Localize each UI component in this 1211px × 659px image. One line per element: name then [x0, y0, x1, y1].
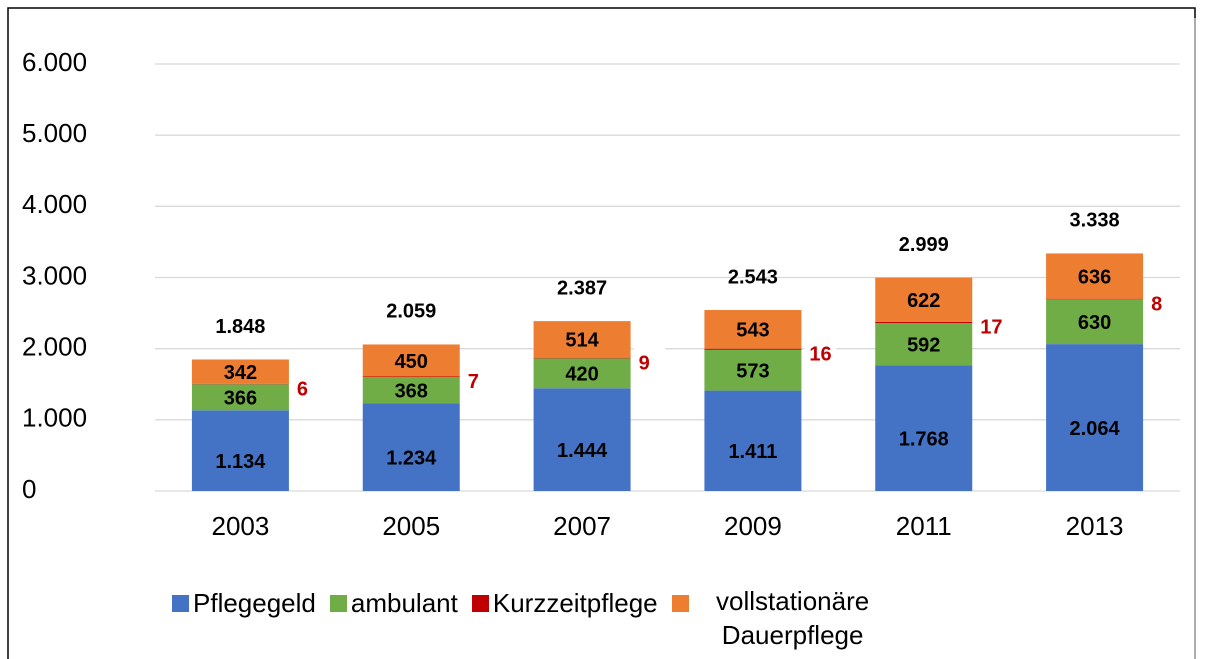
bar-segment: [704, 349, 802, 391]
data-label: 366: [224, 388, 257, 410]
bar-segment: [362, 376, 460, 404]
y-tick-label: 6.000: [22, 47, 87, 77]
legend-label: ambulant: [350, 588, 458, 618]
legend-label: Pflegegeld: [193, 588, 316, 618]
y-tick-label: 5.000: [22, 118, 87, 148]
data-label: 9: [639, 352, 650, 374]
bar-segment: [704, 348, 802, 350]
label-bg: [975, 308, 1008, 337]
y-tick-label: 0: [22, 474, 36, 504]
legend-swatch: [671, 595, 689, 612]
legend-label: vollstationäre Dauerpflege: [716, 586, 870, 650]
legend-swatch: [329, 595, 347, 612]
data-label: 543: [736, 320, 769, 342]
legend-swatch: [471, 595, 489, 612]
data-label: 17: [980, 317, 1002, 339]
data-label: 16: [809, 344, 831, 366]
data-label: 1.768: [899, 428, 949, 450]
data-label: 1.134: [215, 451, 266, 473]
legend-item: ambulant: [329, 588, 458, 652]
bar-segment: [875, 365, 973, 491]
total-label: 2.059: [386, 301, 436, 323]
data-label: 8: [1151, 293, 1162, 315]
data-label: 1.411: [728, 441, 777, 463]
data-label: 368: [395, 380, 428, 402]
data-label: 6: [297, 378, 308, 400]
total-label: 2.387: [557, 277, 607, 299]
x-tick-label: 2013: [1066, 511, 1124, 541]
bar-segment: [533, 321, 631, 358]
bar-segment: [191, 384, 289, 411]
x-tick-label: 2011: [896, 511, 952, 541]
data-label: 630: [1078, 312, 1111, 334]
bar-segment: [875, 277, 973, 322]
x-tick-label: 2009: [724, 511, 782, 541]
y-tick-label: 1.000: [22, 403, 87, 433]
x-tick-label: 2003: [211, 511, 269, 541]
bar-segment: [191, 359, 289, 384]
bar-segment: [875, 321, 973, 324]
legend-swatch: [172, 595, 189, 612]
total-label: 3.338: [1070, 210, 1120, 232]
legend: Pflegegeld ambulant Kurzzeitpflege vollstat…: [172, 586, 907, 652]
bar-segment: [1046, 344, 1144, 491]
label-bg: [804, 335, 837, 364]
data-label: 420: [565, 364, 598, 386]
data-label: 636: [1078, 266, 1111, 288]
data-label: 1.444: [557, 440, 608, 462]
bar-segment: [533, 357, 631, 359]
data-label: 514: [565, 330, 599, 352]
y-tick-label: 4.000: [22, 189, 87, 219]
bar-segment: [704, 390, 802, 491]
bar-segment: [704, 310, 802, 349]
data-label: 342: [224, 362, 257, 384]
legend-item: Kurzzeitpflege: [471, 588, 658, 652]
label-bg: [633, 344, 666, 373]
data-label: 450: [395, 351, 428, 373]
label-bg: [462, 362, 495, 391]
label-bg: [1146, 284, 1179, 313]
legend-item: vollstationäre Dauerpflege: [671, 586, 893, 652]
y-tick-label: 2.000: [22, 332, 87, 362]
bar-segment: [362, 403, 460, 491]
bar-segment: [191, 410, 289, 491]
y-tick-label: 3.000: [22, 260, 87, 290]
data-label: 592: [907, 334, 940, 356]
data-label: 622: [907, 290, 940, 312]
x-tick-label: 2005: [382, 511, 440, 541]
bar-segment: [362, 344, 460, 377]
bar-segment: [1046, 298, 1144, 300]
label-bg: [291, 370, 324, 399]
data-label: 2.064: [1070, 418, 1121, 440]
total-label: 1.848: [215, 316, 265, 338]
total-label: 2.999: [899, 234, 949, 256]
data-label: 1.234: [386, 447, 437, 469]
x-tick-label: 2007: [553, 511, 611, 541]
bar-segment: [875, 323, 973, 366]
legend-item: Pflegegeld: [172, 588, 316, 652]
legend-label: Kurzzeitpflege: [492, 588, 658, 618]
bar-segment: [1046, 299, 1144, 345]
total-label: 2.543: [728, 266, 778, 288]
bar-segment: [533, 388, 631, 491]
bar-segment: [1046, 253, 1144, 299]
data-label: 7: [468, 371, 479, 393]
data-label: 573: [736, 360, 769, 382]
bar-segment: [533, 358, 631, 389]
